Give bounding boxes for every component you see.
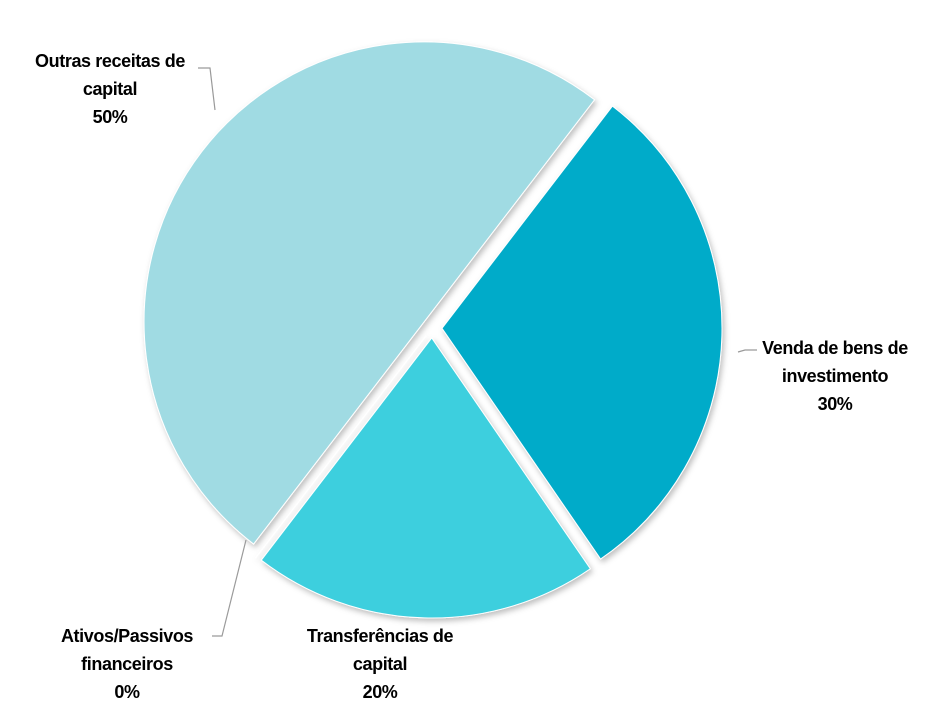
pie: [143, 41, 723, 619]
value-label: 30%: [817, 394, 853, 414]
slice-label: Transferências de capital 20%: [280, 622, 480, 706]
pie-slice: [255, 335, 427, 559]
category-label: Transferências de capital: [306, 626, 454, 674]
category-label: Ativos/Passivos financeiros: [60, 626, 194, 674]
slice-label: Venda de bens de investimento 30%: [740, 334, 926, 418]
leader-line: [198, 67, 216, 111]
category-label: Venda de bens de investimento: [762, 338, 908, 386]
category-label: Outras receitas de capital: [35, 51, 185, 99]
pie-slice: [260, 337, 592, 619]
value-label: 50%: [92, 107, 128, 127]
value-label: 0%: [114, 682, 140, 702]
value-label: 20%: [362, 682, 398, 702]
slice-label: Ativos/Passivos financeiros 0%: [37, 622, 217, 706]
slice-label: Outras receitas de capital 50%: [10, 47, 210, 131]
leader-line: [212, 539, 247, 637]
pie-slice: [143, 41, 596, 545]
leader-line: [737, 349, 757, 353]
pie-slice: [441, 105, 723, 560]
